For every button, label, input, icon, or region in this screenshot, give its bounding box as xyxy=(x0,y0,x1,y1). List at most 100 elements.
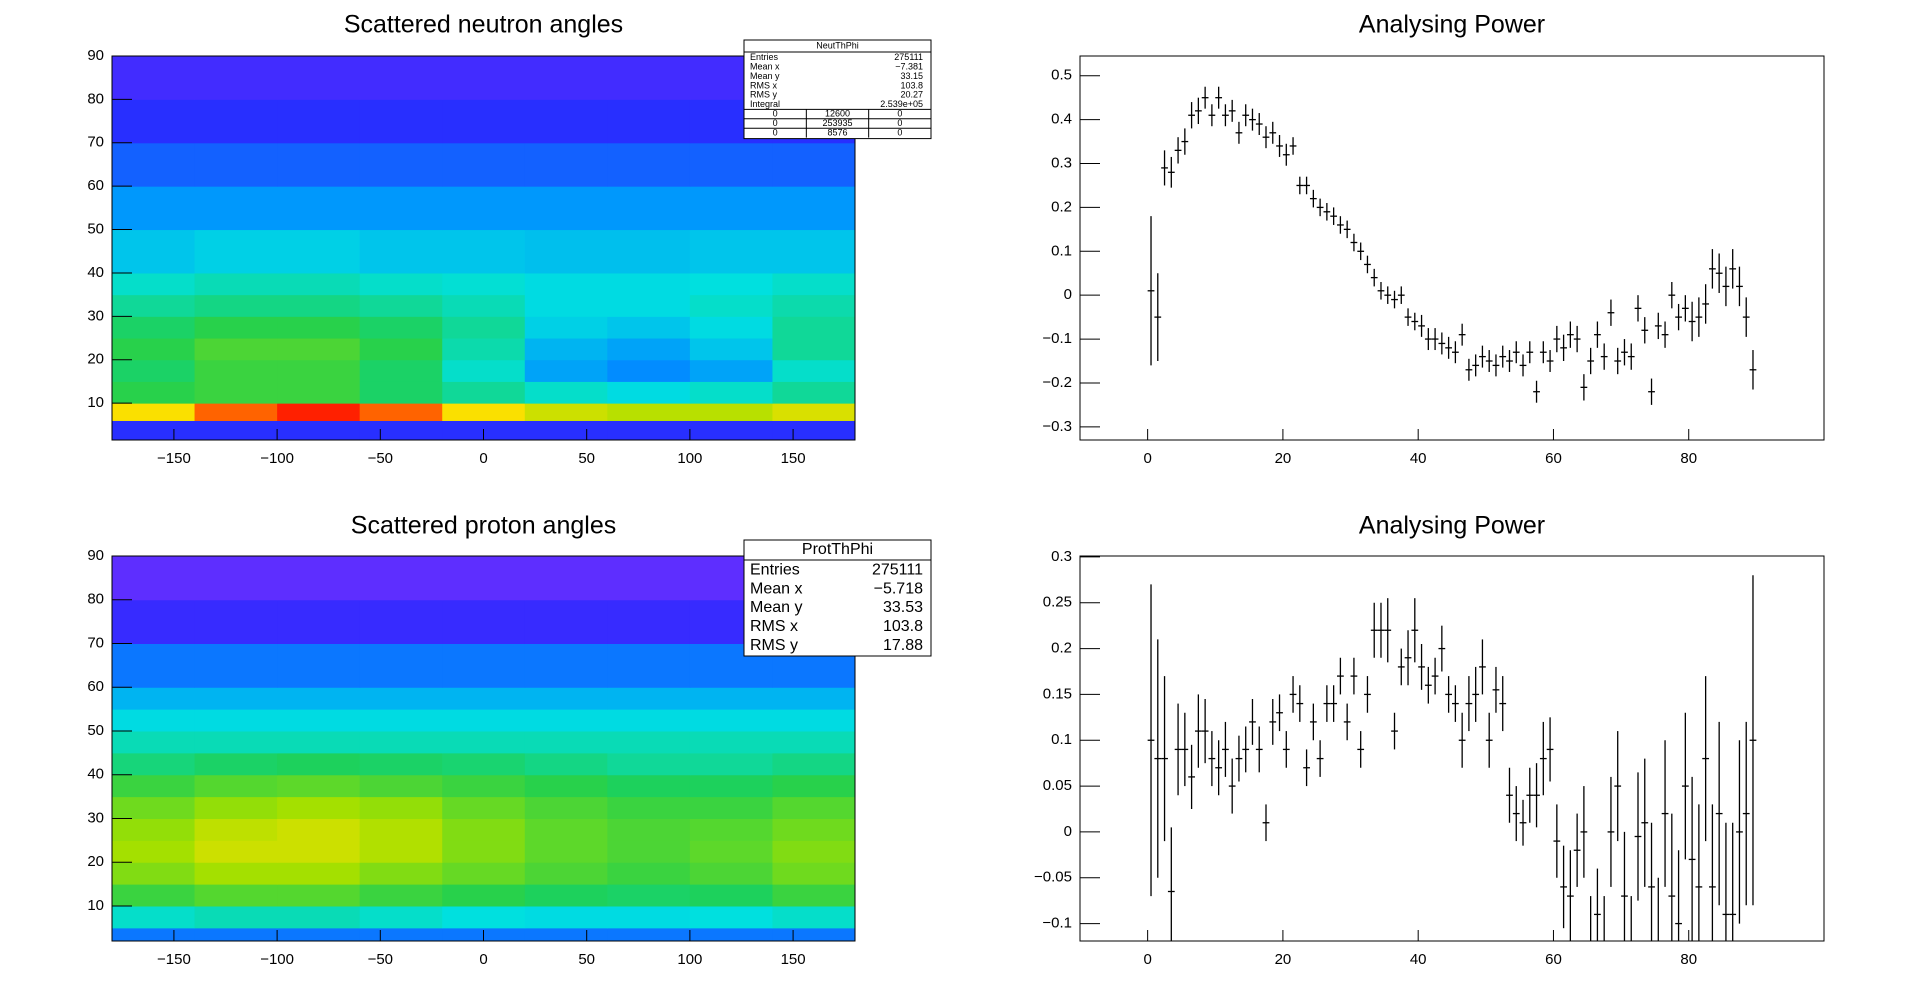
plot-area xyxy=(1147,86,1757,405)
heatmap-cell xyxy=(442,796,526,819)
error-point xyxy=(1675,303,1682,331)
heatmap-cell xyxy=(772,420,855,440)
heatmap-cell xyxy=(524,316,608,339)
heatmap-cell xyxy=(359,927,443,941)
heatmap-cell xyxy=(689,142,773,187)
error-point xyxy=(1526,767,1534,823)
error-point xyxy=(1634,295,1642,322)
heatmap-cell xyxy=(359,709,443,732)
error-point xyxy=(1614,731,1622,842)
heatmap-cell xyxy=(607,556,691,601)
error-point xyxy=(1648,378,1655,405)
heatmap-cell xyxy=(194,599,278,644)
error-point xyxy=(1533,380,1540,403)
heatmap-cell xyxy=(359,294,443,317)
error-point xyxy=(1539,341,1547,364)
x-tick-label: 100 xyxy=(677,951,702,968)
stats-cell: 0 xyxy=(897,118,902,128)
heatmap-cell xyxy=(359,731,443,754)
error-point xyxy=(1194,694,1202,768)
heatmap-cell xyxy=(442,294,526,317)
error-point xyxy=(1309,189,1317,208)
heatmap-cell xyxy=(194,709,278,732)
heatmap-cell xyxy=(772,752,855,776)
heatmap-cell xyxy=(607,338,691,361)
y-tick-label: 0.5 xyxy=(1051,67,1072,84)
heatmap-cell xyxy=(689,796,773,819)
heatmap-cell xyxy=(112,818,196,841)
x-tick-label: −50 xyxy=(368,450,393,467)
heatmap-cell xyxy=(524,142,608,187)
error-point xyxy=(1357,242,1365,261)
error-point xyxy=(1337,657,1344,695)
y-tick-label: 90 xyxy=(87,547,104,564)
heatmap-cell xyxy=(607,186,691,231)
error-point xyxy=(1492,666,1500,713)
stats-cell: 8576 xyxy=(827,127,847,137)
x-tick-label: −150 xyxy=(157,951,191,968)
heatmap-cell xyxy=(689,884,773,907)
heatmap-cell xyxy=(359,142,443,187)
heatmap-cell xyxy=(607,381,691,404)
error-point xyxy=(1323,203,1331,221)
heatmap-cell xyxy=(772,884,855,907)
x-tick-label: 150 xyxy=(781,450,806,467)
stats-value: 17.88 xyxy=(883,637,923,654)
heatmap-cell xyxy=(194,272,278,296)
heatmap-cell xyxy=(277,272,361,296)
error-point xyxy=(1215,740,1223,796)
heatmap-cell xyxy=(194,752,278,776)
heatmap-cell xyxy=(524,56,608,100)
heatmap-cell xyxy=(277,381,361,404)
y-tick-label: 60 xyxy=(87,177,104,194)
heatmap-cell xyxy=(277,599,361,644)
error-point xyxy=(1167,827,1175,941)
error-point xyxy=(1242,726,1250,773)
stats-value: 275111 xyxy=(872,562,923,579)
error-point xyxy=(1424,666,1432,704)
y-tick-label: 0.05 xyxy=(1043,777,1072,794)
x-tick-label: −100 xyxy=(260,951,294,968)
error-point xyxy=(1235,121,1243,144)
stats-label: Mean x xyxy=(750,580,802,597)
error-point xyxy=(1147,584,1155,897)
heatmap-cell xyxy=(112,709,196,732)
heatmap-cell xyxy=(524,643,608,688)
heatmap-cell xyxy=(277,752,361,776)
error-point xyxy=(1465,358,1473,381)
heatmap-cell xyxy=(524,774,608,798)
heatmap-cell xyxy=(607,294,691,317)
heatmap-cell xyxy=(442,316,526,339)
stats-value: 33.53 xyxy=(883,599,923,616)
heatmap-cell xyxy=(442,752,526,776)
error-point xyxy=(1384,286,1392,304)
heatmap-cell xyxy=(524,709,608,732)
error-point xyxy=(1627,343,1635,370)
error-point xyxy=(1722,266,1730,307)
heatmap-cell xyxy=(442,862,526,885)
stats-cell: 0 xyxy=(773,127,778,137)
y-tick-label: 0 xyxy=(1064,286,1072,303)
error-point xyxy=(1309,703,1317,741)
error-point xyxy=(1485,350,1493,372)
heatmap-cell xyxy=(689,229,773,274)
heatmap-cell xyxy=(194,420,278,440)
y-tick-label: 10 xyxy=(87,897,104,914)
error-point xyxy=(1603,896,1605,941)
error-point xyxy=(1424,328,1432,351)
heatmap-cell xyxy=(442,186,526,231)
heatmap-cell xyxy=(277,643,361,688)
heatmap-cell xyxy=(194,840,278,863)
stats-label: Mean x xyxy=(750,61,780,71)
heatmap-cell xyxy=(194,687,278,710)
error-point xyxy=(1249,108,1256,131)
error-point xyxy=(1404,630,1412,686)
y-tick-label: 80 xyxy=(87,591,104,608)
heatmap-cell xyxy=(607,403,691,421)
heatmap-cell xyxy=(442,556,526,601)
error-point xyxy=(1681,295,1689,322)
x-tick-label: 0 xyxy=(1143,951,1151,968)
heatmap-cell xyxy=(277,338,361,361)
error-point xyxy=(1418,644,1425,690)
heatmap-cell xyxy=(442,774,526,798)
